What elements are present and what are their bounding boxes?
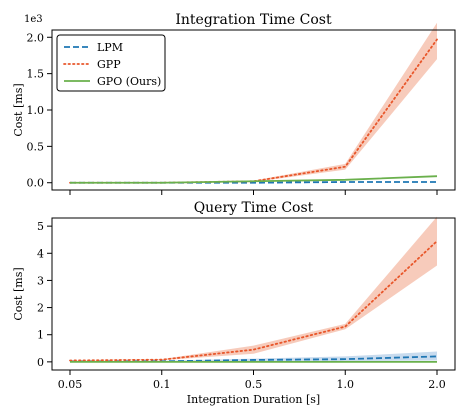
y-tick-label: 0 — [37, 356, 44, 369]
y-tick-label: 0.5 — [27, 140, 45, 153]
series-line-lpm — [69, 355, 438, 363]
x-tick-label: 0.1 — [153, 378, 171, 391]
series-line-gpo-ours- — [70, 175, 438, 184]
chart-title: Integration Time Cost — [175, 12, 332, 28]
y-tick-label: 2 — [37, 302, 44, 315]
y-tick-label: 2.0 — [27, 31, 45, 44]
x-tick-label: 0.05 — [58, 378, 83, 391]
chart-panel-1: Integration Time Cost 0.0 0.5 1.0 1.5 2.0 Cost… — [12, 12, 456, 195]
series-line-lpm — [70, 181, 437, 184]
legend-label: GPP — [97, 58, 121, 71]
series-line-gpp — [69, 38, 438, 184]
y-tick-label: 0.0 — [27, 177, 45, 190]
y-tick-label: 1 — [37, 329, 44, 342]
legend: LPM GPP GPO (Ours) — [56, 34, 166, 92]
x-tick-label: 2.0 — [428, 378, 446, 391]
x-tick-label: 0.5 — [245, 378, 263, 391]
y-tick-label: 1.5 — [27, 68, 45, 81]
y-tick-label: 4 — [37, 247, 44, 260]
y-tick-label: 5 — [37, 220, 44, 233]
y-axis-label: Cost [ms] — [12, 267, 25, 320]
series-line-gpp — [69, 240, 438, 362]
chart-title: Query Time Cost — [194, 200, 314, 216]
x-axis-label: Integration Duration [s] — [187, 393, 320, 406]
confidence-band-gpp — [70, 216, 437, 361]
y-scale-label: 1e3 — [24, 14, 43, 25]
y-tick-label: 1.0 — [27, 104, 45, 117]
y-tick-label: 3 — [37, 274, 44, 287]
y-axis-label: Cost [ms] — [12, 83, 25, 136]
legend-label: GPO (Ours) — [97, 75, 161, 88]
chart-panel-2: Query Time Cost 0 1 2 3 4 5 0.05 0.1 0.5 1.0 2.0 Cos… — [12, 200, 456, 406]
legend-box — [56, 34, 166, 92]
legend-label: LPM — [97, 41, 123, 54]
x-tick-label: 1.0 — [337, 378, 355, 391]
